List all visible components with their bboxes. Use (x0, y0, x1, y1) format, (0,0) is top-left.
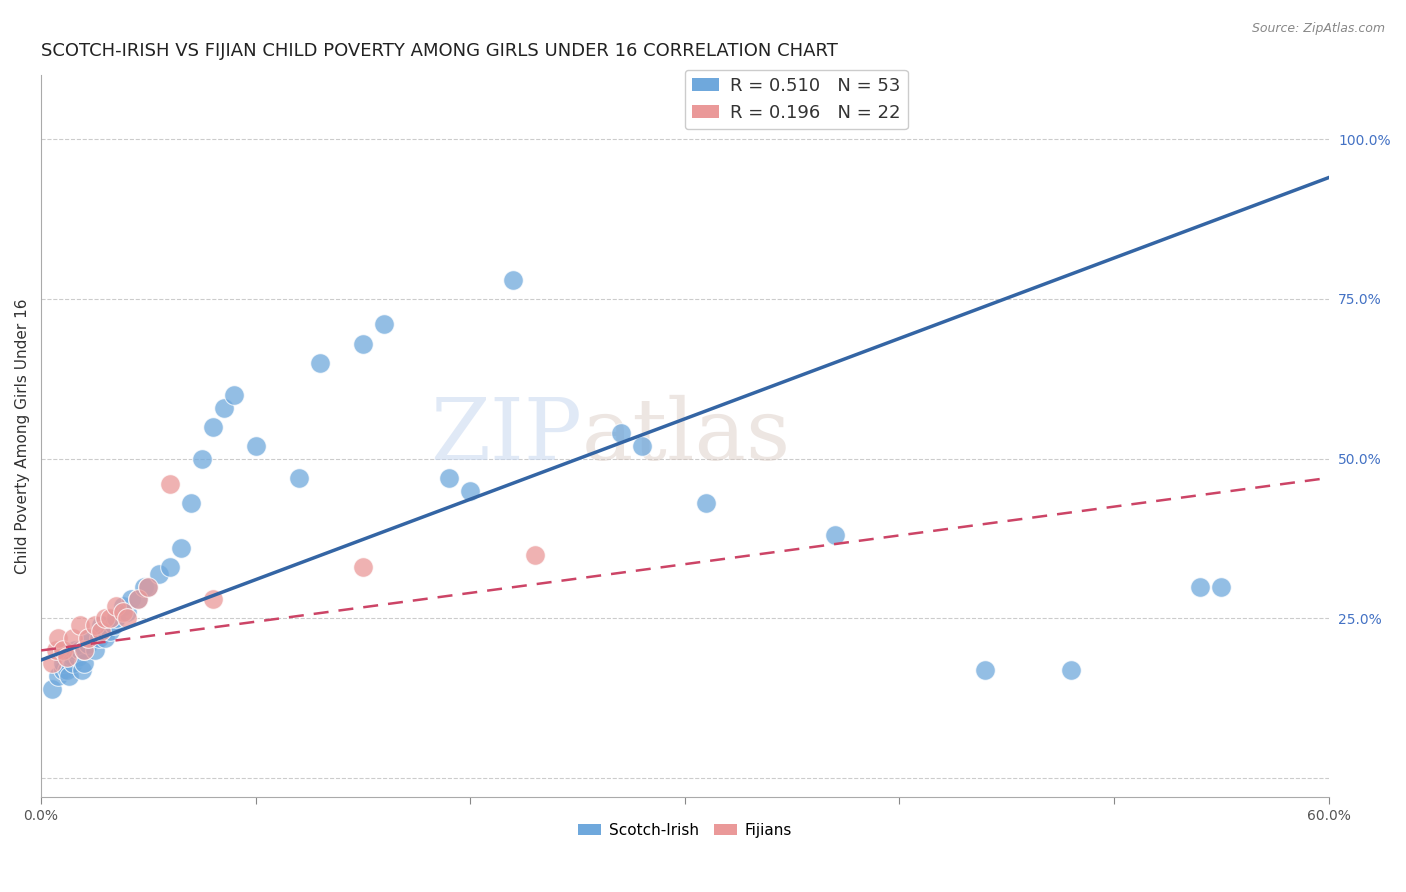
Scotch-Irish (62, 657, 84, 671)
Fijians (83, 618, 105, 632)
Scotch-Irish (87, 631, 110, 645)
Fijians (41, 657, 63, 671)
Scotch-Irish (79, 631, 101, 645)
Scotch-Irish (309, 356, 332, 370)
Scotch-Irish (94, 631, 117, 645)
Scotch-Irish (245, 439, 267, 453)
Text: Source: ZipAtlas.com: Source: ZipAtlas.com (1251, 22, 1385, 36)
Scotch-Irish (1060, 663, 1083, 677)
Fijians (105, 599, 128, 613)
Fijians (523, 548, 546, 562)
Legend: Scotch-Irish, Fijians: Scotch-Irish, Fijians (572, 817, 797, 844)
Scotch-Irish (52, 657, 75, 671)
Scotch-Irish (58, 669, 80, 683)
Fijians (73, 643, 96, 657)
Scotch-Irish (1211, 580, 1233, 594)
Scotch-Irish (132, 580, 155, 594)
Text: atlas: atlas (582, 395, 792, 478)
Scotch-Irish (83, 643, 105, 657)
Scotch-Irish (69, 643, 91, 657)
Scotch-Irish (373, 318, 395, 332)
Scotch-Irish (98, 624, 121, 639)
Scotch-Irish (65, 643, 87, 657)
Fijians (127, 592, 149, 607)
Scotch-Irish (62, 649, 84, 664)
Scotch-Irish (169, 541, 191, 556)
Scotch-Irish (120, 592, 142, 607)
Y-axis label: Child Poverty Among Girls Under 16: Child Poverty Among Girls Under 16 (15, 299, 30, 574)
Fijians (69, 618, 91, 632)
Scotch-Irish (695, 496, 717, 510)
Scotch-Irish (974, 663, 997, 677)
Fijians (77, 631, 100, 645)
Scotch-Irish (127, 592, 149, 607)
Scotch-Irish (824, 528, 846, 542)
Fijians (45, 643, 67, 657)
Fijians (115, 611, 138, 625)
Scotch-Irish (90, 618, 112, 632)
Text: SCOTCH-IRISH VS FIJIAN CHILD POVERTY AMONG GIRLS UNDER 16 CORRELATION CHART: SCOTCH-IRISH VS FIJIAN CHILD POVERTY AMO… (41, 42, 838, 60)
Scotch-Irish (159, 560, 181, 574)
Fijians (111, 605, 134, 619)
Scotch-Irish (212, 401, 235, 415)
Text: ZIP: ZIP (430, 395, 582, 478)
Fijians (352, 560, 374, 574)
Fijians (90, 624, 112, 639)
Scotch-Irish (73, 643, 96, 657)
Scotch-Irish (502, 273, 524, 287)
Scotch-Irish (437, 471, 460, 485)
Fijians (138, 580, 160, 594)
Scotch-Irish (352, 336, 374, 351)
Scotch-Irish (46, 669, 69, 683)
Scotch-Irish (180, 496, 202, 510)
Fijians (62, 631, 84, 645)
Scotch-Irish (1188, 580, 1211, 594)
Scotch-Irish (287, 471, 309, 485)
Scotch-Irish (66, 649, 89, 664)
Fijians (52, 643, 75, 657)
Fijians (94, 611, 117, 625)
Fijians (46, 631, 69, 645)
Fijians (159, 477, 181, 491)
Scotch-Irish (224, 388, 246, 402)
Scotch-Irish (52, 663, 75, 677)
Scotch-Irish (458, 483, 481, 498)
Scotch-Irish (201, 419, 224, 434)
Scotch-Irish (73, 657, 96, 671)
Scotch-Irish (77, 637, 100, 651)
Scotch-Irish (70, 663, 93, 677)
Scotch-Irish (56, 663, 79, 677)
Scotch-Irish (609, 426, 631, 441)
Scotch-Irish (105, 611, 128, 625)
Scotch-Irish (111, 599, 134, 613)
Scotch-Irish (631, 439, 654, 453)
Fijians (98, 611, 121, 625)
Scotch-Irish (148, 566, 170, 581)
Scotch-Irish (115, 605, 138, 619)
Fijians (56, 649, 79, 664)
Scotch-Irish (138, 580, 160, 594)
Scotch-Irish (103, 618, 125, 632)
Fijians (201, 592, 224, 607)
Scotch-Irish (41, 681, 63, 696)
Scotch-Irish (191, 451, 214, 466)
